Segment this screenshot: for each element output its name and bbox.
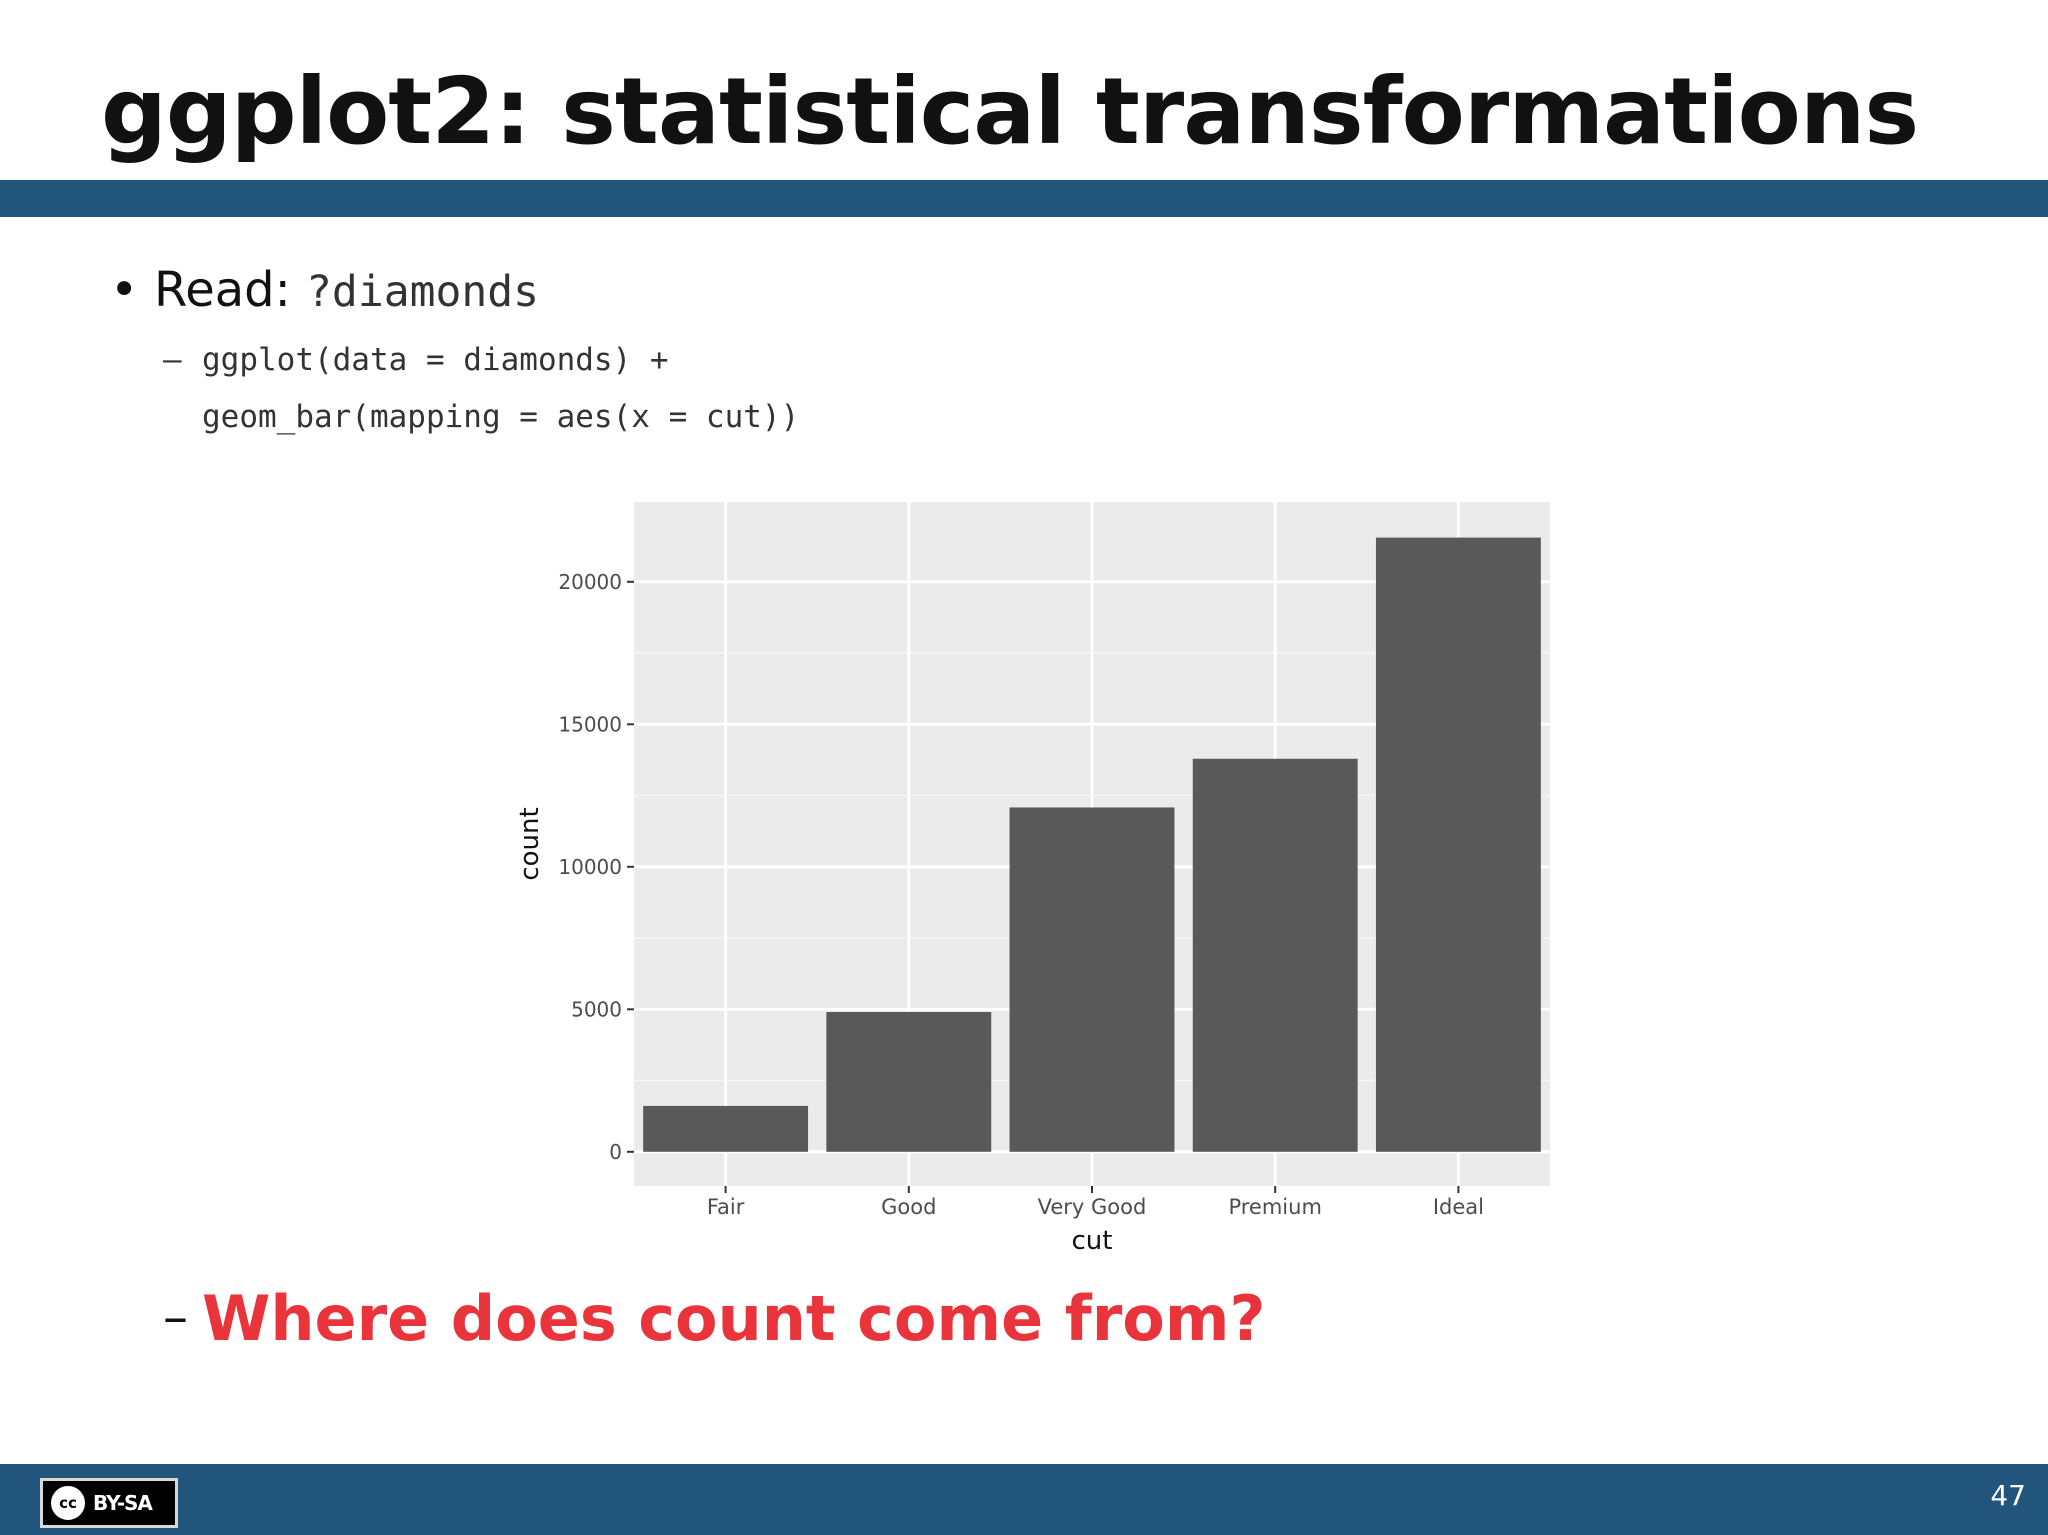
page-number: 47 (1990, 1479, 2026, 1512)
y-tick-label: 15000 (558, 712, 622, 736)
y-tick-label: 0 (609, 1140, 622, 1164)
bar-very-good (1009, 807, 1175, 1152)
x-axis-title: cut (1072, 1226, 1113, 1256)
sub-bullet-dash: – (163, 342, 182, 378)
bar-good (826, 1011, 992, 1152)
slide-title: ggplot2: statistical transformations (101, 58, 1919, 165)
x-tick-label: Fair (707, 1195, 745, 1219)
read-bullet: • Read: ?diamonds (110, 262, 539, 318)
bar-premium (1192, 758, 1358, 1152)
y-tick-label: 5000 (571, 997, 622, 1021)
x-tick-label: Very Good (1038, 1195, 1147, 1219)
x-tick-label: Premium (1228, 1195, 1321, 1219)
question-dash: – (163, 1288, 188, 1346)
question-text: Where does count come from? (202, 1282, 1266, 1355)
license-label: BY-SA (93, 1491, 153, 1515)
creative-commons-icon: cc (49, 1484, 87, 1522)
x-tick-label: Good (881, 1195, 936, 1219)
footer-bar (0, 1464, 2048, 1535)
y-tick-label: 20000 (558, 570, 622, 594)
read-code: ?diamonds (306, 267, 540, 317)
bullet-dot-icon: • (110, 262, 139, 318)
code-line-2: geom_bar(mapping = aes(x = cut)) (202, 399, 800, 435)
code-line-1: ggplot(data = diamonds) + (202, 342, 669, 378)
plot-panel (634, 502, 1550, 1186)
license-badge[interactable]: cc BY-SA (40, 1478, 178, 1528)
bar-fair (643, 1105, 809, 1152)
bar-ideal (1375, 537, 1541, 1152)
x-tick-label: Ideal (1433, 1195, 1484, 1219)
read-label: Read: (154, 262, 291, 318)
y-axis-title: count (515, 807, 545, 880)
title-bar (0, 180, 2048, 217)
y-tick-label: 10000 (558, 855, 622, 879)
